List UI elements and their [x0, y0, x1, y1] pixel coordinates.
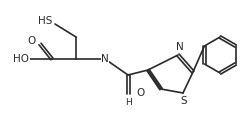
Text: HS: HS: [38, 16, 52, 26]
Text: N: N: [101, 54, 109, 64]
Text: O: O: [136, 88, 144, 98]
Text: H: H: [125, 98, 131, 107]
Text: HO: HO: [13, 54, 29, 64]
Text: S: S: [181, 96, 187, 106]
Text: O: O: [28, 36, 36, 46]
Text: N: N: [176, 42, 184, 52]
